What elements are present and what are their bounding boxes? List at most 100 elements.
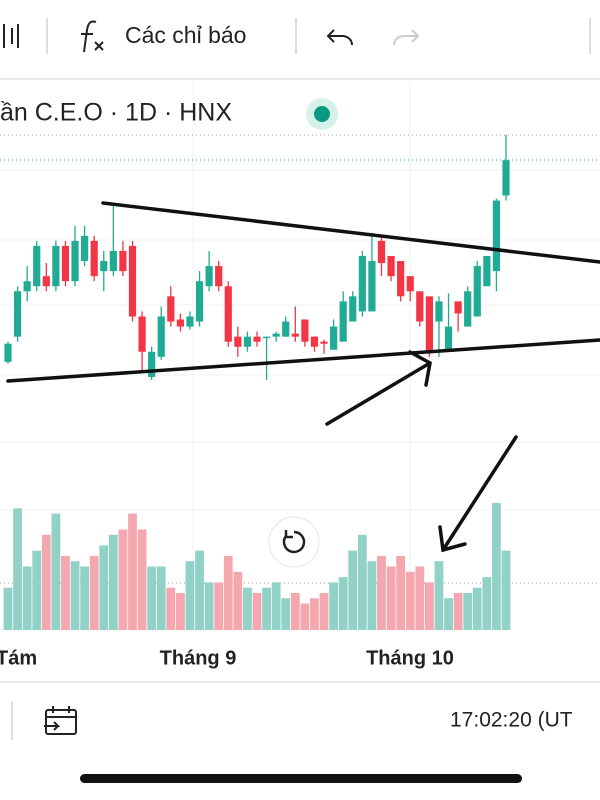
candle-icon[interactable] xyxy=(3,24,19,48)
volume-bar xyxy=(310,598,319,630)
candle-body xyxy=(473,266,481,317)
candle-body xyxy=(128,245,137,317)
volume-bar xyxy=(185,561,195,630)
candle-body xyxy=(243,336,252,347)
volume-bars xyxy=(3,503,511,630)
volume-bar xyxy=(22,566,32,630)
arrow xyxy=(325,350,432,426)
x-tick-label: Tháng 10 xyxy=(366,647,454,669)
candle-body xyxy=(397,261,405,297)
candle-body xyxy=(119,250,127,272)
candle-body xyxy=(502,160,510,196)
volume-bar xyxy=(41,534,51,630)
candle-body xyxy=(387,255,395,277)
candle-body xyxy=(262,336,271,339)
candle-body xyxy=(425,296,433,352)
volume-bar xyxy=(13,508,22,630)
reset-button[interactable] xyxy=(268,516,320,568)
volume-bar xyxy=(80,566,90,630)
volume-bar xyxy=(156,566,166,630)
volume-bar xyxy=(281,598,291,630)
volume-bar xyxy=(424,582,434,630)
candle-body xyxy=(454,301,462,314)
volume-bar xyxy=(108,534,118,630)
candle-body xyxy=(4,343,12,362)
candle-body xyxy=(205,266,213,287)
drawings xyxy=(6,201,600,553)
candle-body xyxy=(33,245,41,287)
volume-bar xyxy=(3,587,13,630)
volume-bar xyxy=(329,582,339,630)
volume-bar xyxy=(319,592,329,630)
candle-body xyxy=(148,351,156,377)
volume-bar xyxy=(377,555,386,630)
symbol-label: ần C.E.O · 1D · HNX xyxy=(0,99,232,127)
volume-bar xyxy=(405,571,415,630)
candle-body xyxy=(301,319,309,342)
candle-body xyxy=(90,240,98,277)
x-tick-label: Tám xyxy=(0,647,37,669)
candle-body xyxy=(320,341,328,344)
candle-body xyxy=(215,266,223,287)
volume-bar xyxy=(204,582,214,630)
home-indicator xyxy=(80,774,522,783)
volume-bar xyxy=(434,561,444,630)
candle-body xyxy=(176,319,184,327)
volume-bar xyxy=(166,587,176,630)
volume-bar xyxy=(51,513,61,630)
volume-bar xyxy=(137,529,147,630)
volume-bar xyxy=(367,561,377,630)
volume-bar xyxy=(61,555,70,630)
indicators-button[interactable]: Các chỉ báo xyxy=(125,22,246,48)
candles xyxy=(4,135,510,380)
volume-bar xyxy=(214,582,224,630)
volume-bar xyxy=(175,592,185,630)
volume-bar xyxy=(32,550,42,630)
trend-line xyxy=(101,201,600,264)
candle-body xyxy=(483,255,491,287)
candle-body xyxy=(492,200,501,272)
volume-bar xyxy=(501,550,511,630)
volume-bar xyxy=(386,566,396,630)
arrow xyxy=(438,435,518,553)
candle-body xyxy=(61,245,70,282)
volume-bar xyxy=(262,587,271,630)
candle-body xyxy=(138,316,146,352)
candle-body xyxy=(330,326,338,350)
candle-body xyxy=(464,291,472,327)
volume-bar xyxy=(415,566,425,630)
volume-bar xyxy=(99,545,109,630)
volume-bar xyxy=(271,582,281,630)
volume-bar xyxy=(89,555,99,630)
candle-body xyxy=(253,336,261,342)
candle-body xyxy=(272,333,280,337)
candle-body xyxy=(377,240,386,264)
candle-body xyxy=(100,261,108,272)
volume-bar xyxy=(300,603,310,630)
candle-body xyxy=(291,333,299,337)
candle-body xyxy=(358,255,366,312)
undo[interactable] xyxy=(326,29,353,46)
fx-icon[interactable] xyxy=(81,20,104,53)
candle-body xyxy=(167,296,175,322)
redo[interactable] xyxy=(393,29,420,46)
volume-bar xyxy=(233,571,243,630)
candle-body xyxy=(416,291,424,322)
date-range-icon[interactable] xyxy=(44,706,77,735)
status-dot xyxy=(314,106,330,122)
volume-bar xyxy=(357,534,367,630)
candle-body xyxy=(435,301,443,322)
candle-body xyxy=(310,336,319,347)
candle-body xyxy=(406,276,414,292)
candle-body xyxy=(71,240,79,282)
candle-body xyxy=(157,316,165,357)
candle-body xyxy=(224,286,232,342)
volume-bar xyxy=(482,577,492,630)
volume-bar xyxy=(128,513,137,630)
volume-bar xyxy=(195,550,204,630)
volume-bar xyxy=(463,592,473,630)
volume-bar xyxy=(492,503,501,630)
x-tick-label: Tháng 9 xyxy=(160,647,237,669)
